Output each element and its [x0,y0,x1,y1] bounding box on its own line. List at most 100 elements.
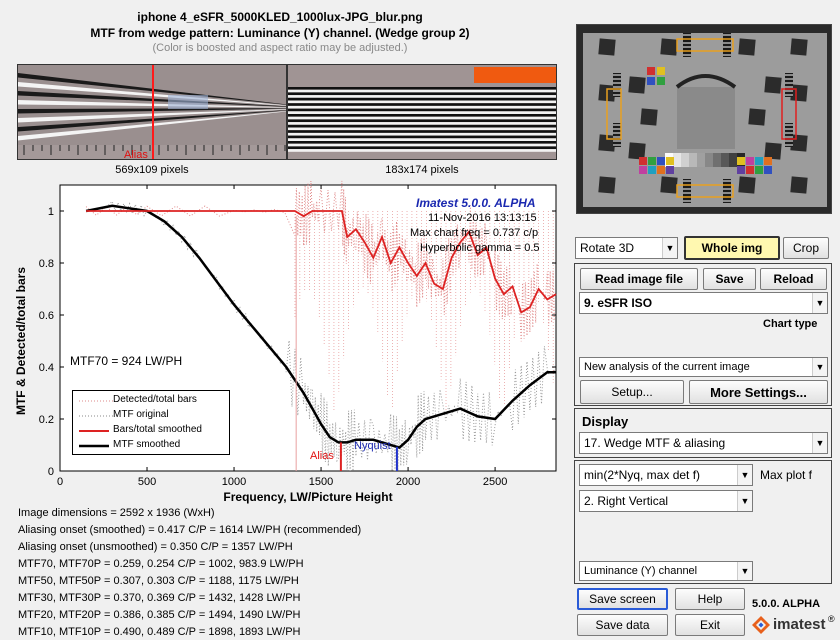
color-patch [764,157,772,165]
alias-marker-label: Alias [310,450,334,462]
wedge-bar [288,135,556,139]
wedge-bar [288,89,556,93]
thumb-left-caption: 569x109 pixels [115,164,189,176]
options-panel [574,460,832,584]
color-patch [657,157,665,165]
wedge-bar [288,132,556,136]
setup-button[interactable]: Setup... [580,380,684,404]
analysis-select[interactable]: New analysis of the current image ▼ [579,357,828,377]
wedge-image-left [18,65,286,159]
wedge-bar [288,95,556,98]
info-mtf20: MTF20, MTF20P = 0.386, 0.385 C/P = 1494,… [18,609,301,621]
slanted-edge-square [748,108,766,126]
slanted-edge-square [764,76,782,94]
legend-item: MTF original [77,409,227,423]
wedge-bar [288,100,556,104]
wedge-bar [288,146,556,150]
more-settings-button[interactable]: More Settings... [689,380,828,404]
crop-button[interactable]: Crop [783,237,829,259]
legend-label: Detected/total bars [113,394,197,405]
slanted-edge-square [790,38,808,56]
color-patch [746,157,754,165]
help-button[interactable]: Help [675,588,745,610]
chart-type-select[interactable]: 9. eSFR ISO ▼ [579,292,828,314]
wedge-pattern [613,123,621,147]
wedge-pattern [785,123,793,147]
analysis-select-value: New analysis of the current image [584,361,750,373]
chevron-down-icon: ▼ [812,293,827,313]
chart-preview [576,24,832,214]
noise-trace [85,180,555,342]
wedge-bar [288,130,556,133]
info-mtf50: MTF50, MTF50P = 0.307, 0.303 C/P = 1188,… [18,575,299,587]
imatest-logo-text: imatest [773,616,826,633]
wedge-pattern [683,33,691,57]
slanted-edge-square [764,142,782,160]
wedge-thumbnail-right [287,64,557,160]
max-plot-value: min(2*Nyq, max det f) [584,468,701,482]
series-line-mtf-smoothed [85,204,556,449]
wedge-select[interactable]: 2. Right Vertical ▼ [579,490,753,512]
image-panel [574,263,832,406]
color-patch [666,166,674,174]
x-tick-label: 500 [138,476,156,488]
arc-region [675,74,737,89]
max-plot-label: Max plot f [760,468,813,482]
wedge-bar [288,138,556,141]
reload-button[interactable]: Reload [760,268,827,290]
wedge-roi [676,38,734,52]
channel-select[interactable]: Luminance (Y) channel ▼ [579,561,753,581]
save-data-button[interactable]: Save data [577,614,668,636]
y-tick-label: 0.2 [39,414,54,426]
color-patch [639,166,647,174]
legend-label: Bars/total smoothed [113,424,202,435]
wedge-bar [288,97,556,101]
slanted-edge-square [790,176,808,194]
gray-patch [689,153,697,167]
display-select[interactable]: 17. Wedge MTF & aliasing ▼ [579,432,828,454]
y-tick-label: 0.6 [39,310,54,322]
color-patch [666,157,674,165]
info-alias-unsmoothed: Aliasing onset (unsmoothed) = 0.350 C/P … [18,541,293,553]
legend-item: Detected/total bars [77,394,227,408]
color-patch [657,67,665,75]
slanted-edge-square [628,76,646,94]
color-patch [648,166,656,174]
gray-patch [713,153,721,167]
exit-button[interactable]: Exit [675,614,745,636]
wedge-bar [288,124,556,128]
color-patch [657,166,665,174]
wedge-bar [288,122,556,125]
x-tick-label: 1500 [309,476,333,488]
wedge-pattern [723,33,731,57]
rotate-select[interactable]: Rotate 3D ▼ [575,237,678,259]
thumb-right-caption: 183x174 pixels [385,164,459,176]
gray-patch [729,153,737,167]
read-image-button[interactable]: Read image file [580,268,698,290]
chevron-down-icon: ▼ [812,433,827,453]
save-screen-button[interactable]: Save screen [577,588,668,610]
color-patch [639,157,647,165]
imatest-watermark: Imatest 5.0.0. ALPHA [416,196,536,210]
color-patch [648,157,656,165]
wedge-bar [288,103,556,106]
chevron-down-icon: ▼ [737,562,752,580]
wedge-image-right [288,65,556,159]
color-patch [647,67,655,75]
slanted-edge-square [628,142,646,160]
color-patch [647,77,655,85]
whole-img-button[interactable]: Whole img [684,236,780,260]
max-plot-select[interactable]: min(2*Nyq, max det f) ▼ [579,464,753,486]
imatest-logo-icon [752,616,770,634]
chevron-down-icon: ▼ [812,358,827,376]
version-label: 5.0.0. ALPHA [752,598,821,610]
save-button[interactable]: Save [703,268,756,290]
gray-patch [673,153,681,167]
alias-label-thumb: Alias [124,149,148,160]
info-mtf30: MTF30, MTF30P = 0.370, 0.369 C/P = 1432,… [18,592,301,604]
series-line-bars-total-smoothed [86,210,557,314]
slanted-edge-square [598,176,616,194]
wedge-bar [288,119,556,123]
registered-mark: ® [828,614,835,624]
slanted-edge-square [738,38,756,56]
